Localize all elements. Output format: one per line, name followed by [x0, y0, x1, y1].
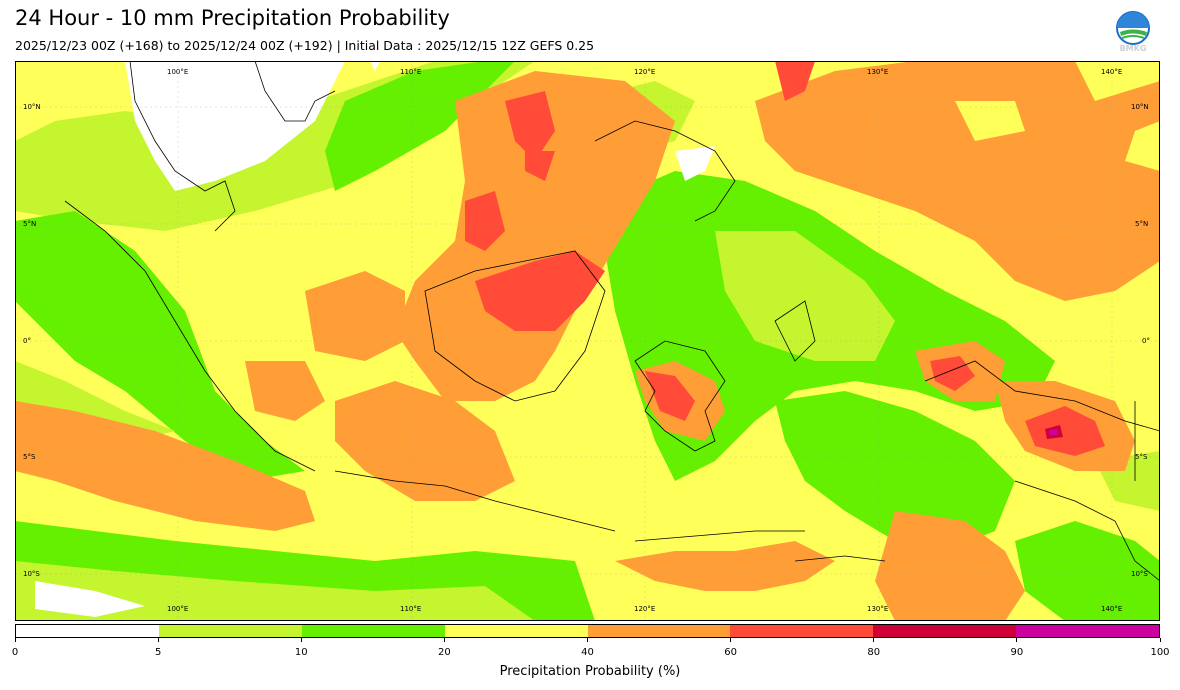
colorbar [15, 624, 1160, 638]
colorbar-tick-label: 20 [438, 647, 451, 658]
lon-label: 140°E [1101, 68, 1122, 76]
colorbar-segment [444, 625, 588, 637]
colorbar-tick-mark [443, 638, 445, 642]
colorbar-segment [158, 625, 302, 637]
colorbar-tick-mark [14, 638, 16, 642]
lat-label: 5°S [1135, 453, 1148, 461]
colorbar-segment [301, 625, 445, 637]
colorbar-tick-label: 5 [154, 647, 162, 658]
lon-label: 110°E [400, 68, 421, 76]
lon-label: 130°E [867, 605, 888, 613]
red-zones [465, 91, 1105, 456]
lat-label: 0° [1142, 337, 1150, 345]
low-probability-zones [125, 61, 715, 191]
lon-labels-top: 100°E 110°E 120°E 130°E 140°E [167, 68, 1122, 76]
colorbar-tick-label: 0 [11, 647, 19, 658]
lon-label: 130°E [867, 68, 888, 76]
colorbar-tick-label: 10 [294, 647, 308, 658]
bmkg-logo-icon [1116, 11, 1150, 45]
gridlines [15, 61, 1160, 621]
colorbar-tick-mark [1016, 638, 1018, 642]
lon-label: 120°E [634, 605, 655, 613]
coastlines [64, 61, 1160, 582]
colorbar-label: Precipitation Probability (%) [499, 664, 681, 679]
lat-label: 0° [23, 337, 31, 345]
map-frame [15, 61, 1160, 621]
colorbar-tick-label: 90 [1010, 647, 1024, 658]
lat-label: 5°S [23, 453, 36, 461]
colorbar-segment [1016, 625, 1159, 637]
lat-label: 5°N [1135, 220, 1148, 228]
colorbar-segment [16, 625, 159, 637]
logo-text: BMKG [1119, 44, 1147, 53]
lon-label: 140°E [1101, 605, 1122, 613]
lon-label: 100°E [167, 605, 188, 613]
orange-zones [15, 61, 1160, 621]
precipitation-map: 100°E 110°E 120°E 130°E 140°E 100°E 110°… [15, 61, 1160, 621]
colorbar-tick-mark [730, 638, 732, 642]
lat-labels-right: 10°N 5°N 0° 5°S 10°S [1131, 103, 1150, 578]
lon-label: 100°E [167, 68, 188, 76]
lat-label: 10°S [1131, 570, 1148, 578]
lon-label: 110°E [400, 605, 421, 613]
colorbar-segment [873, 625, 1017, 637]
colorbar-segment [587, 625, 731, 637]
lat-labels-left: 10°N 5°N 0° 5°S 10°S [23, 103, 41, 578]
lat-label: 10°S [23, 570, 40, 578]
colorbar-tick-mark [873, 638, 875, 642]
lon-label: 120°E [634, 68, 655, 76]
lon-labels-bottom: 100°E 110°E 120°E 130°E 140°E [167, 605, 1122, 613]
chart-subtitle: 2025/12/23 00Z (+168) to 2025/12/24 00Z … [15, 38, 595, 53]
colorbar-tick-mark [157, 638, 159, 642]
colorbar-tick-mark [300, 638, 302, 642]
colorbar-tick-label: 80 [867, 647, 881, 658]
lat-label: 10°N [1131, 103, 1149, 111]
colorbar-tick-mark [587, 638, 588, 642]
lat-label: 10°N [23, 103, 41, 111]
chart-title: 24 Hour - 10 mm Precipitation Probabilit… [15, 6, 450, 30]
colorbar-tick-label: 100 [1150, 647, 1170, 658]
colorbar-tick-label: 40 [581, 647, 594, 658]
colorbar-segment [730, 625, 874, 637]
lat-label: 5°N [23, 220, 36, 228]
colorbar-tick-label: 60 [724, 647, 737, 658]
colorbar-tick-mark [1159, 638, 1161, 642]
